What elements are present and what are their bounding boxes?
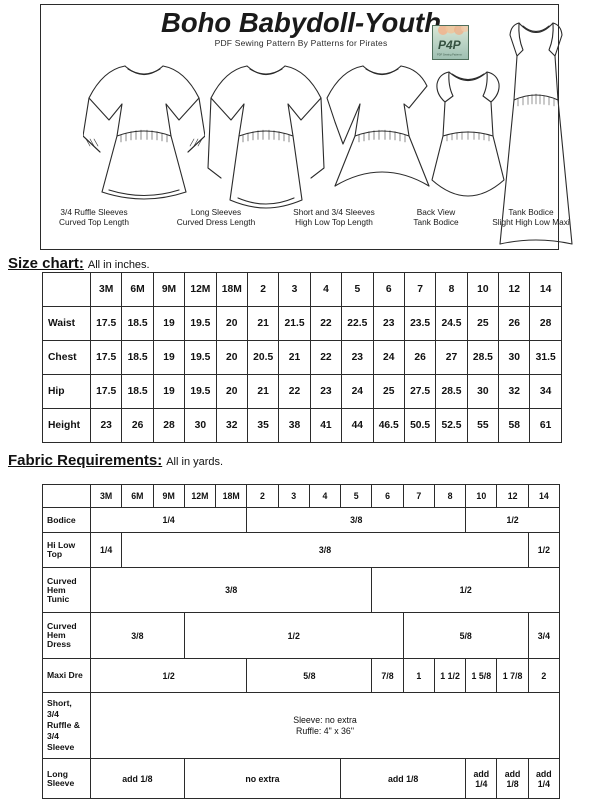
svg-text:PDF Sewing Patterns: PDF Sewing Patterns <box>437 53 462 57</box>
svg-text:P4P: P4P <box>438 38 462 52</box>
